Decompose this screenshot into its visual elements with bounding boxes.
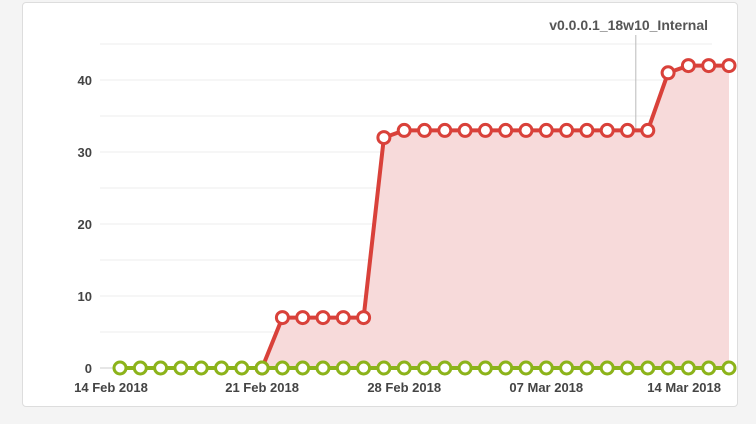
data-point [417, 122, 432, 138]
data-point [214, 360, 229, 376]
data-point [620, 122, 635, 138]
data-point [112, 360, 128, 376]
data-point [417, 360, 432, 376]
data-point [538, 360, 554, 376]
data-point [579, 122, 595, 138]
data-point [193, 360, 209, 376]
data-point [335, 360, 351, 376]
data-point [640, 122, 656, 138]
data-point [437, 122, 453, 138]
data-point [173, 360, 189, 376]
x-tick-label: 14 Mar 2018 [647, 380, 721, 395]
data-point [376, 360, 392, 376]
x-tick-label: 14 Feb 2018 [74, 380, 148, 395]
y-tick-label: 0 [85, 361, 92, 376]
data-point [721, 58, 737, 74]
data-point [274, 360, 290, 376]
plot-area [112, 58, 737, 376]
annotation-label: v0.0.0.1_18w10_Internal [549, 17, 708, 33]
x-tick-label: 21 Feb 2018 [225, 380, 299, 395]
y-tick-label: 20 [78, 217, 92, 232]
y-tick-label: 30 [78, 145, 92, 160]
data-point [518, 122, 534, 138]
data-point [721, 360, 737, 376]
data-point [356, 360, 372, 376]
data-point [620, 360, 635, 376]
x-axis: 14 Feb 2018 21 Feb 2018 28 Feb 2018 07 Mar … [74, 380, 721, 395]
data-point [335, 310, 351, 326]
data-point [457, 122, 473, 138]
data-point [254, 360, 270, 376]
data-point [477, 122, 493, 138]
data-point [315, 310, 331, 326]
data-point [680, 58, 696, 74]
y-axis: 0 10 20 30 40 [78, 73, 92, 376]
data-point [538, 122, 554, 138]
data-point [559, 360, 575, 376]
data-point [518, 360, 534, 376]
data-point [396, 122, 412, 138]
data-point [153, 360, 169, 376]
data-point [701, 360, 717, 376]
data-point [274, 310, 290, 326]
data-point [396, 360, 412, 376]
y-tick-label: 40 [78, 73, 92, 88]
data-point [640, 360, 656, 376]
data-point [477, 360, 493, 376]
data-point [234, 360, 250, 376]
data-point [660, 65, 676, 81]
data-point [599, 122, 615, 138]
data-point [599, 360, 615, 376]
data-point [295, 310, 311, 326]
y-tick-label: 10 [78, 289, 92, 304]
data-point [315, 360, 331, 376]
data-point [437, 360, 453, 376]
data-point [457, 360, 473, 376]
data-point [295, 360, 311, 376]
data-point [356, 310, 372, 326]
data-point [498, 122, 514, 138]
data-point [559, 122, 575, 138]
x-tick-label: 28 Feb 2018 [367, 380, 441, 395]
data-point [132, 360, 148, 376]
data-point [498, 360, 514, 376]
series-area [262, 65, 729, 368]
data-point [701, 58, 717, 74]
data-point [680, 360, 696, 376]
data-point [579, 360, 595, 376]
x-tick-label: 07 Mar 2018 [509, 380, 583, 395]
data-point [376, 130, 392, 146]
data-point [660, 360, 676, 376]
